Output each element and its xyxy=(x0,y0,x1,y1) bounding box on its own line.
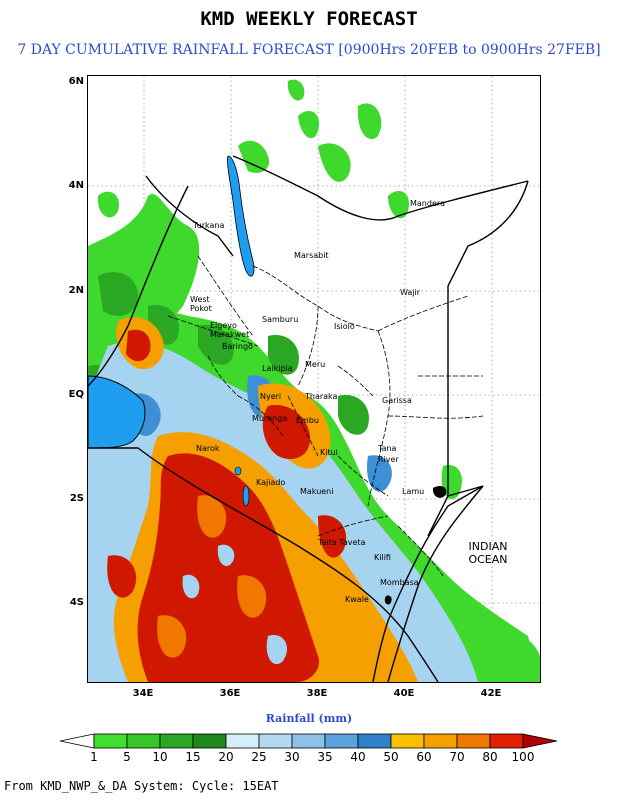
colorbar-level-label: 15 xyxy=(185,750,201,764)
ocean-label: INDIAN OCEAN xyxy=(468,540,508,566)
lat-label-eq: EQ xyxy=(68,389,84,400)
lat-label-2s: 2S xyxy=(69,493,84,504)
colorbar-cell xyxy=(258,733,293,749)
place-label: Lamu xyxy=(402,487,425,496)
lon-label-42e: 42E xyxy=(480,688,502,699)
place-label: Tana River xyxy=(378,444,399,464)
colorbar-level-label: 35 xyxy=(317,750,333,764)
place-label: Samburu xyxy=(262,315,299,324)
colorbar-level-label: 60 xyxy=(416,750,432,764)
place-label: Baringo xyxy=(222,342,253,351)
lat-label-6n: 6N xyxy=(68,76,84,87)
colorbar-level-label: 1 xyxy=(90,750,98,764)
place-label: Isiolo xyxy=(334,322,355,331)
place-label: Laikipia xyxy=(262,364,293,373)
rainfall-map xyxy=(87,75,541,683)
place-label: Muranga xyxy=(252,414,288,423)
colorbar-cell xyxy=(390,733,425,749)
colorbar-high-arrow xyxy=(522,733,558,749)
lon-label-40e: 40E xyxy=(393,688,415,699)
place-label: Nyeri xyxy=(260,392,282,401)
colorbar-level-label: 100 xyxy=(511,750,535,764)
colorbar-level-label: 30 xyxy=(284,750,300,764)
colorbar-cell xyxy=(489,733,524,749)
place-label: Embu xyxy=(296,416,319,425)
place-label: Kajiado xyxy=(256,478,286,487)
place-label: Kwale xyxy=(345,595,369,604)
place-label: Marsabit xyxy=(294,251,329,260)
place-label: Kitui xyxy=(320,448,338,457)
colorbar-level-label: 70 xyxy=(449,750,465,764)
colorbar-level-label: 25 xyxy=(251,750,267,764)
place-label: Turkana xyxy=(193,221,225,230)
place-label: Kilifi xyxy=(374,553,391,562)
colorbar-level-label: 80 xyxy=(482,750,498,764)
colorbar-level-label: 20 xyxy=(218,750,234,764)
colorbar-cell xyxy=(357,733,392,749)
map-title: KMD WEEKLY FORECAST xyxy=(200,8,418,30)
place-label: Mombasa xyxy=(380,578,419,587)
colorbar-cell xyxy=(324,733,359,749)
colorbar-cell xyxy=(456,733,491,749)
place-label: Garissa xyxy=(382,396,412,405)
place-label: Wajir xyxy=(400,288,421,297)
place-label: Mandera xyxy=(410,199,446,208)
place-label: Tharaka xyxy=(305,392,338,401)
map-subtitle: 7 DAY CUMULATIVE RAINFALL FORECAST [0900… xyxy=(17,42,601,58)
place-label: Taita Taveta xyxy=(318,538,366,547)
place-label: West Pokot xyxy=(190,295,212,313)
colorbar-level-label: 40 xyxy=(350,750,366,764)
colorbar-level-label: 5 xyxy=(123,750,131,764)
footer-text: From KMD_NWP_&_DA System: Cycle: 15EAT xyxy=(4,779,279,793)
colorbar-low-arrow xyxy=(60,733,95,749)
lon-label-36e: 36E xyxy=(219,688,241,699)
lon-label-34e: 34E xyxy=(132,688,154,699)
colorbar-cell xyxy=(225,733,260,749)
rainfall-colorbar xyxy=(60,733,558,749)
colorbar-cell xyxy=(192,733,227,749)
place-label: Meru xyxy=(305,360,326,369)
colorbar-level-label: 10 xyxy=(152,750,168,764)
place-label: Elgeyo Marakwet xyxy=(210,321,250,339)
colorbar-cell xyxy=(423,733,458,749)
lat-label-2n: 2N xyxy=(68,285,84,296)
place-label: Narok xyxy=(196,444,220,453)
colorbar-cell xyxy=(93,733,128,749)
colorbar-cell xyxy=(126,733,161,749)
lon-label-38e: 38E xyxy=(306,688,328,699)
colorbar-level-label: 50 xyxy=(383,750,399,764)
place-label: Makueni xyxy=(300,487,334,496)
lat-label-4s: 4S xyxy=(69,597,84,608)
colorbar-title: Rainfall (mm) xyxy=(265,712,353,725)
rainfall-map-graphic xyxy=(88,76,540,682)
colorbar-cell xyxy=(159,733,194,749)
colorbar-cell xyxy=(291,733,326,749)
lat-label-4n: 4N xyxy=(68,180,84,191)
